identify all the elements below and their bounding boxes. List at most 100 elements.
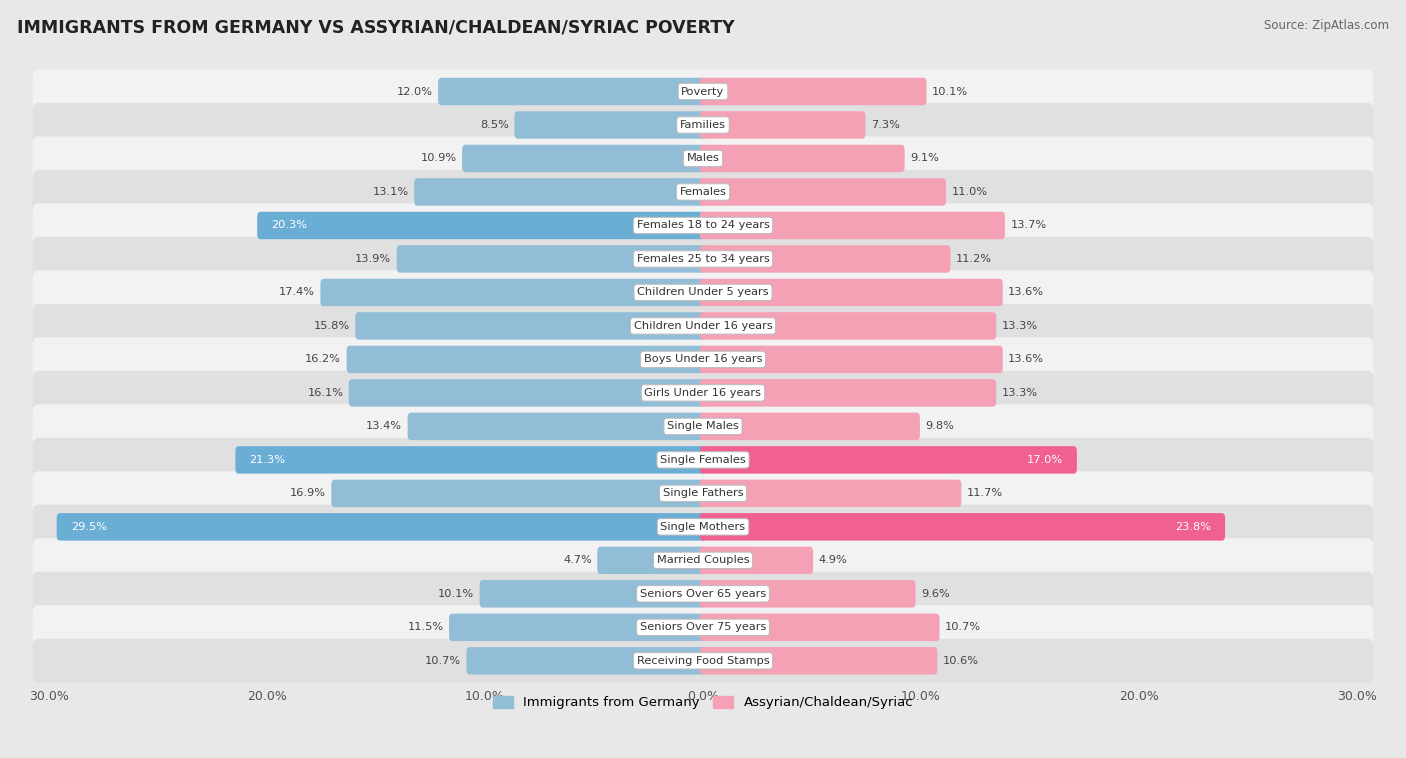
Text: 16.9%: 16.9% [290, 488, 326, 498]
Text: Receiving Food Stamps: Receiving Food Stamps [637, 656, 769, 666]
FancyBboxPatch shape [700, 412, 920, 440]
FancyBboxPatch shape [32, 438, 1374, 482]
FancyBboxPatch shape [479, 580, 706, 608]
FancyBboxPatch shape [346, 346, 706, 373]
FancyBboxPatch shape [32, 538, 1374, 582]
Text: 7.3%: 7.3% [870, 120, 900, 130]
FancyBboxPatch shape [32, 639, 1374, 683]
Text: Children Under 5 years: Children Under 5 years [637, 287, 769, 297]
Text: Seniors Over 65 years: Seniors Over 65 years [640, 589, 766, 599]
Text: 16.1%: 16.1% [308, 388, 343, 398]
FancyBboxPatch shape [32, 505, 1374, 549]
FancyBboxPatch shape [408, 412, 706, 440]
Text: 11.7%: 11.7% [967, 488, 1002, 498]
Text: Females 25 to 34 years: Females 25 to 34 years [637, 254, 769, 264]
FancyBboxPatch shape [700, 145, 904, 172]
Text: 10.7%: 10.7% [425, 656, 461, 666]
Text: Females: Females [679, 187, 727, 197]
FancyBboxPatch shape [700, 178, 946, 205]
FancyBboxPatch shape [32, 572, 1374, 616]
Text: 13.3%: 13.3% [1001, 321, 1038, 331]
FancyBboxPatch shape [415, 178, 706, 205]
FancyBboxPatch shape [700, 613, 939, 641]
Text: Seniors Over 75 years: Seniors Over 75 years [640, 622, 766, 632]
FancyBboxPatch shape [32, 70, 1374, 114]
Text: 9.8%: 9.8% [925, 421, 955, 431]
Text: 11.0%: 11.0% [952, 187, 987, 197]
FancyBboxPatch shape [700, 446, 1077, 474]
Text: Single Fathers: Single Fathers [662, 488, 744, 498]
Text: Girls Under 16 years: Girls Under 16 years [644, 388, 762, 398]
FancyBboxPatch shape [356, 312, 706, 340]
FancyBboxPatch shape [700, 246, 950, 273]
Text: Males: Males [686, 153, 720, 164]
Text: 11.5%: 11.5% [408, 622, 443, 632]
Text: 10.1%: 10.1% [439, 589, 474, 599]
Text: 29.5%: 29.5% [70, 522, 107, 532]
Text: Single Females: Single Females [661, 455, 745, 465]
Text: Females 18 to 24 years: Females 18 to 24 years [637, 221, 769, 230]
FancyBboxPatch shape [700, 211, 1005, 240]
Text: 10.7%: 10.7% [945, 622, 981, 632]
FancyBboxPatch shape [349, 379, 706, 406]
Text: Families: Families [681, 120, 725, 130]
Text: IMMIGRANTS FROM GERMANY VS ASSYRIAN/CHALDEAN/SYRIAC POVERTY: IMMIGRANTS FROM GERMANY VS ASSYRIAN/CHAL… [17, 19, 734, 37]
Text: 17.4%: 17.4% [278, 287, 315, 297]
FancyBboxPatch shape [332, 480, 706, 507]
Text: 11.2%: 11.2% [956, 254, 991, 264]
FancyBboxPatch shape [700, 580, 915, 608]
FancyBboxPatch shape [700, 78, 927, 105]
FancyBboxPatch shape [700, 513, 1225, 540]
Text: 13.1%: 13.1% [373, 187, 409, 197]
Text: 8.5%: 8.5% [479, 120, 509, 130]
Text: 4.9%: 4.9% [818, 556, 848, 565]
FancyBboxPatch shape [396, 246, 706, 273]
Text: Children Under 16 years: Children Under 16 years [634, 321, 772, 331]
Text: 12.0%: 12.0% [396, 86, 433, 96]
Text: 13.4%: 13.4% [366, 421, 402, 431]
Text: 21.3%: 21.3% [249, 455, 285, 465]
FancyBboxPatch shape [439, 78, 706, 105]
Text: 13.7%: 13.7% [1011, 221, 1046, 230]
FancyBboxPatch shape [449, 613, 706, 641]
Text: 13.6%: 13.6% [1008, 287, 1045, 297]
Text: 10.1%: 10.1% [932, 86, 967, 96]
FancyBboxPatch shape [32, 170, 1374, 214]
FancyBboxPatch shape [321, 279, 706, 306]
Text: Single Males: Single Males [666, 421, 740, 431]
Text: 9.6%: 9.6% [921, 589, 949, 599]
FancyBboxPatch shape [700, 346, 1002, 373]
FancyBboxPatch shape [700, 312, 997, 340]
Text: Poverty: Poverty [682, 86, 724, 96]
FancyBboxPatch shape [32, 304, 1374, 348]
FancyBboxPatch shape [515, 111, 706, 139]
FancyBboxPatch shape [700, 647, 938, 675]
Text: Source: ZipAtlas.com: Source: ZipAtlas.com [1264, 19, 1389, 32]
FancyBboxPatch shape [700, 379, 997, 406]
Text: 13.3%: 13.3% [1001, 388, 1038, 398]
FancyBboxPatch shape [235, 446, 706, 474]
Text: Single Mothers: Single Mothers [661, 522, 745, 532]
FancyBboxPatch shape [700, 279, 1002, 306]
FancyBboxPatch shape [700, 111, 866, 139]
Legend: Immigrants from Germany, Assyrian/Chaldean/Syriac: Immigrants from Germany, Assyrian/Chalde… [488, 691, 918, 715]
Text: 10.9%: 10.9% [420, 153, 457, 164]
FancyBboxPatch shape [257, 211, 706, 240]
FancyBboxPatch shape [32, 471, 1374, 515]
FancyBboxPatch shape [467, 647, 706, 675]
Text: 20.3%: 20.3% [271, 221, 308, 230]
Text: Boys Under 16 years: Boys Under 16 years [644, 355, 762, 365]
FancyBboxPatch shape [32, 404, 1374, 449]
Text: Married Couples: Married Couples [657, 556, 749, 565]
FancyBboxPatch shape [32, 605, 1374, 650]
Text: 15.8%: 15.8% [314, 321, 350, 331]
FancyBboxPatch shape [32, 337, 1374, 381]
Text: 23.8%: 23.8% [1175, 522, 1211, 532]
FancyBboxPatch shape [463, 145, 706, 172]
FancyBboxPatch shape [598, 547, 706, 574]
FancyBboxPatch shape [700, 547, 813, 574]
FancyBboxPatch shape [32, 136, 1374, 180]
Text: 9.1%: 9.1% [910, 153, 939, 164]
FancyBboxPatch shape [32, 236, 1374, 281]
FancyBboxPatch shape [32, 103, 1374, 147]
